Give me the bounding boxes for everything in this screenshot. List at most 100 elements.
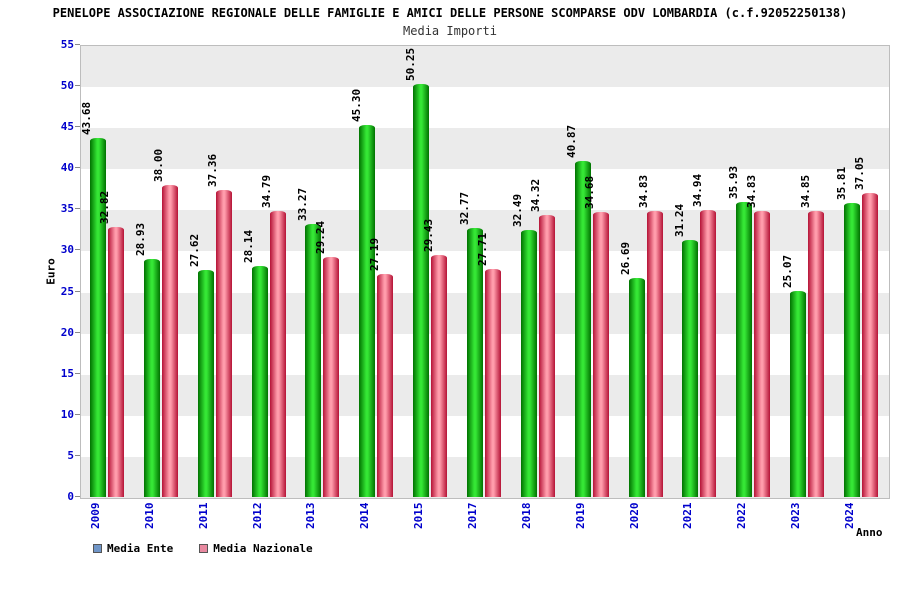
bar-media-nazionale-2014 bbox=[377, 273, 394, 497]
bar-value-label: 31.24 bbox=[673, 204, 686, 238]
bar-value-label: 29.24 bbox=[314, 220, 327, 254]
bar-value-label: 37.05 bbox=[853, 156, 866, 190]
bar-media-ente-2015 bbox=[413, 84, 430, 497]
bar-media-nazionale-2017 bbox=[485, 269, 501, 497]
y-tick-label: 40 bbox=[60, 161, 74, 175]
legend-item-media-ente: Media Ente bbox=[93, 542, 173, 555]
bar-value-label: 37.36 bbox=[206, 153, 219, 187]
x-tick-label-2013: 2013 bbox=[304, 502, 317, 530]
bar-media-ente-2022 bbox=[736, 201, 753, 497]
bar-value-label: 35.93 bbox=[727, 165, 740, 199]
bar-media-ente-2012 bbox=[251, 265, 268, 497]
legend: Media Ente Media Nazionale bbox=[93, 542, 313, 555]
y-tick-mark bbox=[75, 44, 80, 45]
bar-value-label: 29.43 bbox=[422, 219, 435, 253]
bar-value-label: 26.69 bbox=[619, 241, 632, 275]
bar-media-ente-2023 bbox=[790, 290, 807, 497]
bar-value-label: 25.07 bbox=[781, 254, 794, 288]
y-tick-mark bbox=[75, 372, 80, 374]
bar-value-label: 50.25 bbox=[404, 47, 417, 82]
plot-band bbox=[81, 46, 889, 88]
x-tick-label-2015: 2015 bbox=[412, 502, 425, 530]
x-tick-label-2020: 2020 bbox=[628, 502, 641, 530]
bar-value-label: 27.19 bbox=[368, 237, 381, 271]
bar-media-ente-2017 bbox=[467, 227, 483, 497]
bar-media-ente-2019 bbox=[574, 161, 591, 497]
x-tick-label-2017: 2017 bbox=[466, 502, 479, 530]
bar-media-nazionale-2021 bbox=[700, 209, 717, 497]
bar-media-nazionale-2013 bbox=[323, 256, 340, 497]
y-tick-mark bbox=[75, 208, 80, 210]
bar-value-label: 32.82 bbox=[98, 191, 111, 225]
x-tick-label-2009: 2009 bbox=[89, 502, 102, 530]
bar-media-nazionale-2009 bbox=[107, 227, 124, 497]
bar-media-ente-2021 bbox=[682, 240, 699, 497]
y-tick-mark bbox=[75, 496, 80, 497]
y-tick-label: 0 bbox=[67, 490, 74, 503]
plot-band bbox=[81, 169, 889, 211]
bar-value-label: 34.68 bbox=[583, 175, 596, 209]
plot-band bbox=[81, 87, 889, 129]
bar-media-nazionale-2020 bbox=[646, 210, 663, 497]
x-tick-label-2019: 2019 bbox=[574, 502, 587, 530]
y-tick-mark bbox=[75, 85, 80, 87]
legend-label-media-ente: Media Ente bbox=[107, 542, 174, 555]
x-tick-label-2010: 2010 bbox=[143, 502, 156, 530]
bar-value-label: 34.32 bbox=[529, 178, 542, 212]
bar-media-nazionale-2018 bbox=[538, 214, 555, 497]
bar-value-label: 34.85 bbox=[799, 174, 812, 208]
bar-media-nazionale-2010 bbox=[161, 184, 178, 497]
bar-value-label: 43.68 bbox=[80, 101, 93, 136]
bar-media-ente-2014 bbox=[359, 124, 376, 497]
bar-media-ente-2009 bbox=[89, 138, 106, 497]
legend-swatch-media-nazionale bbox=[199, 544, 209, 553]
chart-title: PENELOPE ASSOCIAZIONE REGIONALE DELLE FA… bbox=[52, 6, 848, 20]
bar-value-label: 40.87 bbox=[565, 124, 578, 159]
bar-value-label: 28.14 bbox=[242, 229, 255, 263]
bar-value-label: 27.62 bbox=[188, 233, 201, 267]
bar-media-nazionale-2012 bbox=[269, 211, 286, 497]
bar-media-ente-2013 bbox=[305, 223, 322, 497]
y-tick-label: 50 bbox=[60, 79, 74, 93]
bar-value-label: 34.83 bbox=[637, 174, 650, 208]
y-tick-mark bbox=[75, 249, 80, 251]
x-tick-label-2021: 2021 bbox=[681, 502, 694, 530]
bar-value-label: 34.94 bbox=[691, 173, 704, 207]
legend-item-media-nazionale: Media Nazionale bbox=[199, 542, 313, 555]
chart-subtitle: Media Importi bbox=[403, 24, 497, 38]
y-tick-label: 20 bbox=[60, 325, 74, 339]
x-tick-label-2012: 2012 bbox=[251, 502, 264, 530]
x-tick-label-2024: 2024 bbox=[843, 502, 856, 530]
bar-media-nazionale-2015 bbox=[431, 255, 448, 497]
bar-media-nazionale-2024 bbox=[862, 192, 879, 497]
y-tick-mark bbox=[75, 331, 80, 333]
x-tick-label-2011: 2011 bbox=[197, 502, 210, 530]
y-tick-mark bbox=[75, 454, 80, 456]
y-tick-label: 10 bbox=[60, 407, 74, 421]
y-tick-mark bbox=[75, 413, 80, 415]
bar-value-label: 45.30 bbox=[350, 88, 363, 122]
y-tick-label: 5 bbox=[67, 448, 74, 462]
bar-value-label: 32.77 bbox=[458, 191, 471, 225]
y-tick-label: 55 bbox=[60, 38, 74, 51]
bar-value-label: 35.81 bbox=[835, 166, 848, 200]
bar-value-label: 28.93 bbox=[134, 223, 147, 257]
x-tick-label-2023: 2023 bbox=[789, 502, 802, 530]
y-tick-label: 15 bbox=[60, 366, 74, 380]
bar-media-ente-2020 bbox=[628, 277, 645, 497]
bar-value-label: 38.00 bbox=[152, 148, 165, 182]
bar-media-ente-2018 bbox=[520, 229, 537, 497]
bar-media-ente-2024 bbox=[844, 202, 861, 497]
bar-media-ente-2011 bbox=[197, 270, 214, 497]
x-tick-label-2014: 2014 bbox=[358, 502, 371, 530]
bar-value-label: 34.79 bbox=[260, 174, 273, 209]
bar-media-ente-2010 bbox=[143, 259, 160, 497]
y-tick-mark bbox=[75, 126, 80, 128]
bar-value-label: 32.49 bbox=[511, 193, 524, 227]
legend-swatch-media-ente bbox=[93, 544, 102, 553]
bar-media-nazionale-2019 bbox=[592, 211, 609, 497]
y-tick-label: 45 bbox=[60, 120, 74, 134]
bar-media-nazionale-2023 bbox=[808, 210, 825, 497]
y-tick-label: 25 bbox=[60, 284, 74, 298]
